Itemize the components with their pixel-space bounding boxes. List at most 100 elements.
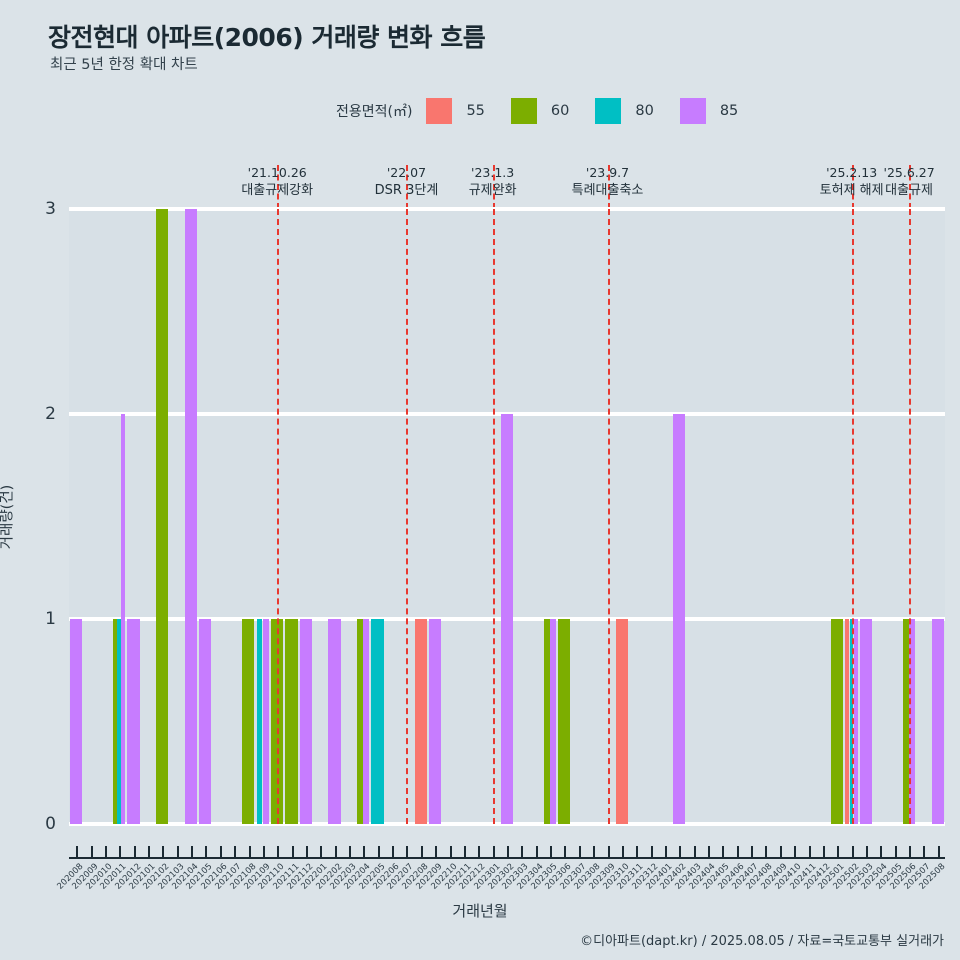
event-marker-stem — [406, 165, 409, 209]
event-marker-stem — [851, 165, 854, 209]
x-axis-tick — [779, 846, 782, 857]
y-axis-tick-labels: 0 1 2 3 — [0, 0, 70, 960]
bar[interactable] — [328, 619, 341, 824]
bar[interactable] — [256, 619, 263, 824]
bar[interactable] — [500, 414, 513, 824]
gridline — [69, 207, 945, 211]
x-axis-tick — [564, 846, 567, 857]
bar[interactable] — [909, 619, 915, 824]
bar[interactable] — [849, 619, 854, 824]
x-axis-tick — [923, 846, 926, 857]
bar[interactable] — [184, 209, 197, 824]
x-axis-tick — [176, 846, 179, 857]
y-axis-tick-label: 2 — [45, 404, 56, 424]
x-axis-tick — [607, 846, 610, 857]
x-axis-tick — [392, 846, 395, 857]
y-axis-title: 거래량(건) — [0, 484, 16, 550]
bar[interactable] — [673, 414, 686, 824]
bar[interactable] — [112, 619, 117, 824]
bar[interactable] — [853, 619, 858, 824]
bar[interactable] — [428, 619, 442, 824]
x-axis-tick — [162, 846, 165, 857]
legend-item[interactable]: 55 — [426, 98, 510, 124]
legend-swatch-60 — [510, 98, 537, 124]
y-axis-tick-label: 1 — [45, 609, 56, 629]
x-axis-tick — [277, 846, 280, 857]
x-axis-tick — [593, 846, 596, 857]
event-text: 토허제 해제 — [819, 183, 884, 199]
bar[interactable] — [845, 619, 850, 824]
x-axis-tick — [535, 846, 538, 857]
x-axis-tick — [492, 846, 495, 857]
bar[interactable] — [363, 619, 370, 824]
x-axis-tick — [435, 846, 438, 857]
bar[interactable] — [262, 619, 269, 824]
x-axis-tick — [76, 846, 79, 857]
bar[interactable] — [299, 619, 312, 824]
event-date: '22.07 — [386, 165, 427, 180]
event-date: '23.9.7 — [585, 165, 630, 180]
x-axis-tick — [708, 846, 711, 857]
x-axis-tick — [234, 846, 237, 857]
bar[interactable] — [830, 619, 844, 824]
bar[interactable] — [931, 619, 944, 824]
x-axis-tick — [736, 846, 739, 857]
y-axis-tick-label: 0 — [45, 814, 56, 834]
event-date: '21.10.26 — [247, 165, 307, 180]
legend-label-80: 80 — [635, 103, 654, 119]
bar[interactable] — [902, 619, 909, 824]
bar[interactable] — [285, 619, 298, 824]
x-axis-tick — [679, 846, 682, 857]
bar[interactable] — [121, 414, 126, 824]
x-axis-tick — [751, 846, 754, 857]
x-axis-tick — [894, 846, 897, 857]
legend-item[interactable]: 80 — [595, 98, 679, 124]
event-annotation: '22.07 DSR 3단계 — [375, 164, 439, 201]
gridline — [69, 822, 945, 826]
legend-item[interactable]: 60 — [510, 98, 595, 124]
bar[interactable] — [414, 619, 427, 824]
event-marker-stem — [909, 165, 912, 209]
bar[interactable] — [69, 619, 83, 824]
x-axis-tick — [837, 846, 840, 857]
bar[interactable] — [357, 619, 363, 824]
event-marker-line — [607, 209, 610, 824]
legend-swatch-55 — [426, 98, 453, 124]
x-axis-line — [69, 857, 945, 859]
x-axis-tick — [521, 846, 524, 857]
bar[interactable] — [117, 619, 121, 824]
x-axis-tick — [305, 846, 308, 857]
bar[interactable] — [199, 619, 212, 824]
event-annotation: '23.1.3 규제완화 — [469, 164, 517, 201]
event-marker-line — [851, 209, 854, 824]
event-marker-stem — [492, 165, 495, 209]
bar[interactable] — [371, 619, 384, 824]
legend-swatch-80 — [595, 98, 622, 124]
bar[interactable] — [615, 619, 628, 824]
y-axis-tick-label: 3 — [45, 199, 56, 219]
x-axis-tick — [550, 846, 553, 857]
bar[interactable] — [859, 619, 872, 824]
bar[interactable] — [543, 619, 550, 824]
legend-title: 전용면적(㎡) — [336, 104, 413, 120]
event-text: 특례대출축소 — [571, 183, 644, 199]
bar[interactable] — [550, 619, 556, 824]
x-axis-tick — [420, 846, 423, 857]
x-axis-tick — [248, 846, 251, 857]
x-axis-tick — [507, 846, 509, 857]
x-axis-tick — [291, 846, 294, 857]
event-marker-line — [492, 209, 495, 824]
x-axis-tick — [765, 846, 768, 857]
bar[interactable] — [270, 619, 284, 824]
bar[interactable] — [156, 209, 169, 824]
x-axis-tick — [90, 846, 93, 857]
event-date: '23.1.3 — [471, 165, 515, 180]
legend-item[interactable]: 85 — [679, 98, 738, 124]
event-date: '25.2.13 — [826, 165, 878, 180]
bar[interactable] — [558, 619, 571, 824]
bar[interactable] — [127, 619, 140, 824]
event-annotation: '25.2.13 토허제 해제 — [820, 164, 884, 201]
bar[interactable] — [242, 619, 255, 824]
event-text: 대출규제강화 — [241, 183, 314, 199]
legend-label-55: 55 — [466, 103, 485, 119]
